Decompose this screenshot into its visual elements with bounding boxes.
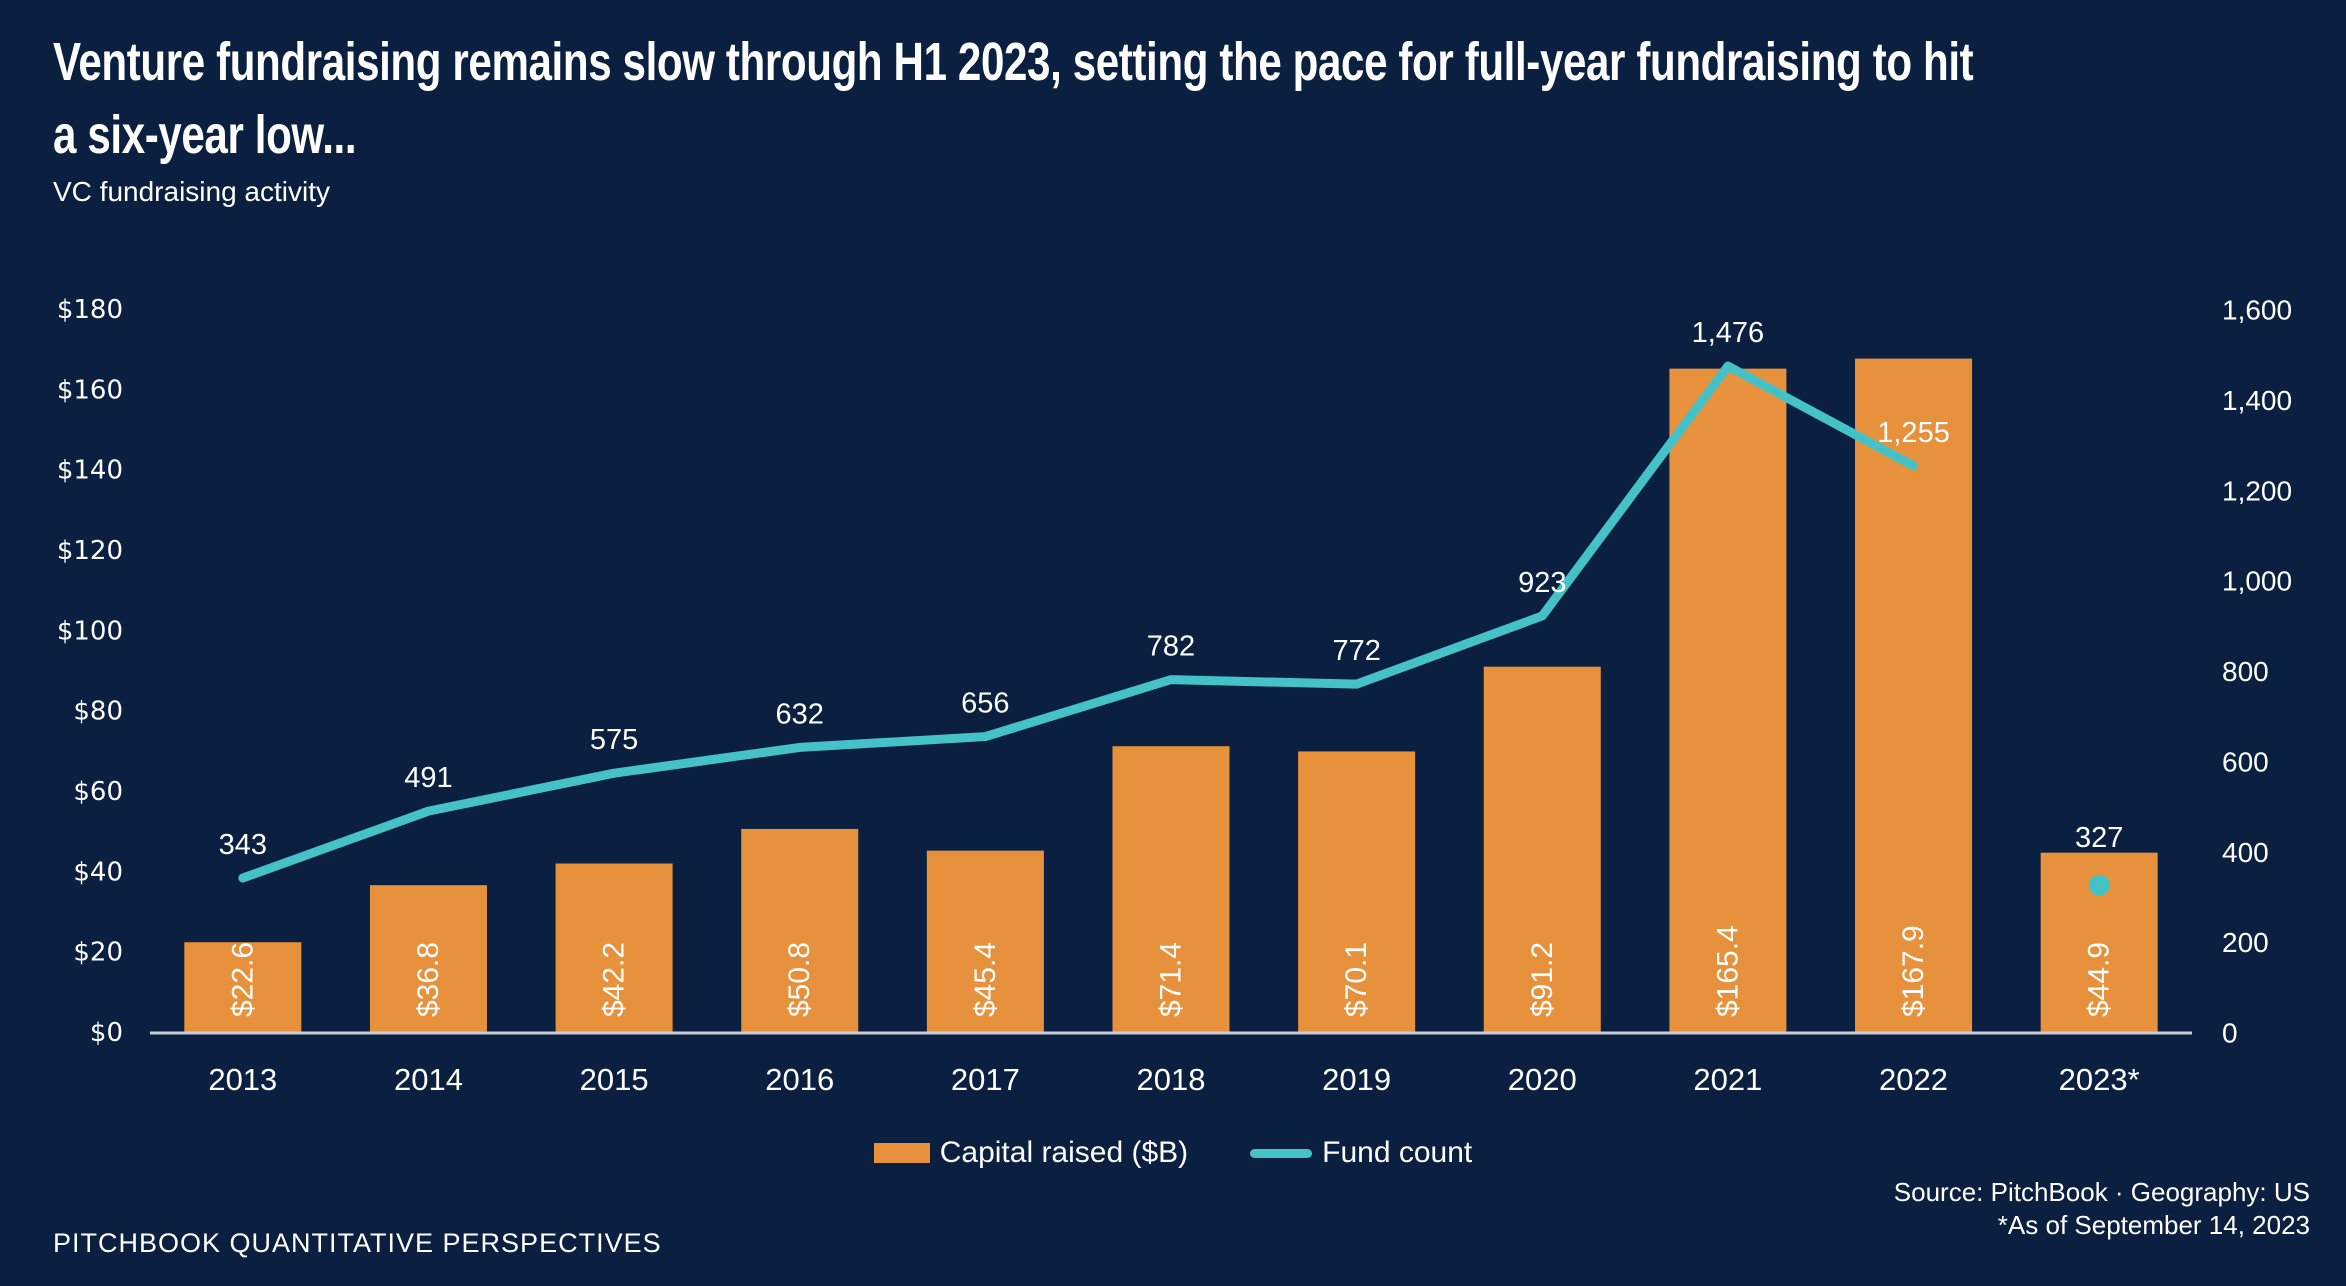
legend-item-capital-raised: Capital raised ($B) — [873, 1136, 1189, 1170]
right-axis-tick-label: 1,400 — [2222, 385, 2292, 416]
x-axis-label: 2017 — [951, 1062, 1020, 1097]
line-value-label: 343 — [219, 829, 267, 861]
x-axis-label: 2020 — [1508, 1062, 1577, 1097]
left-axis-tick-label: $40 — [73, 857, 123, 887]
title-line-1: Venture fundraising remains slow through… — [53, 32, 1974, 92]
legend-label-capital-raised: Capital raised ($B) — [939, 1136, 1189, 1169]
line-value-label: 491 — [404, 762, 452, 794]
right-axis-tick-label: 1,600 — [2222, 295, 2292, 326]
bar-value-label: $165.4 — [1711, 925, 1744, 1017]
x-axis-label: 2021 — [1693, 1062, 1762, 1097]
bar-value-label: $42.2 — [598, 942, 631, 1017]
left-axis-tick-label: $20 — [73, 938, 123, 968]
line-value-label: 1,476 — [1692, 317, 1765, 349]
left-axis-tick-label: $160 — [57, 375, 123, 405]
fund-count-point-2023 — [2088, 874, 2110, 896]
right-axis-tick-label: 800 — [2222, 656, 2269, 687]
bar-value-label: $70.1 — [1340, 942, 1373, 1017]
right-axis-tick-label: 600 — [2222, 746, 2269, 777]
bar-value-label: $36.8 — [412, 942, 445, 1017]
line-value-label: 1,255 — [1877, 417, 1950, 449]
left-axis-tick-label: $80 — [73, 697, 123, 727]
capital-raised-bar — [741, 828, 859, 1033]
left-axis-tick-label: $140 — [57, 456, 123, 486]
line-value-label: 575 — [590, 724, 638, 756]
legend-line-swatch — [1250, 1148, 1313, 1158]
x-axis-label: 2019 — [1322, 1062, 1391, 1097]
left-axis-tick-label: $180 — [57, 295, 123, 325]
x-axis-label: 2013 — [208, 1062, 277, 1097]
bar-value-label: $44.9 — [2083, 942, 2116, 1017]
capital-raised-bar — [1298, 751, 1416, 1033]
page-title: Venture fundraising remains slow through… — [53, 26, 1974, 172]
fund-count-line — [238, 361, 1919, 883]
capital-raised-bar — [926, 850, 1044, 1033]
left-axis-tick-label: $120 — [57, 536, 123, 566]
x-axis-label: 2016 — [765, 1062, 834, 1097]
source-line-2: *As of September 14, 2023 — [1997, 1210, 2310, 1240]
bar-value-label: $50.8 — [783, 942, 816, 1017]
capital-raised-bar — [1112, 746, 1230, 1033]
bar-value-label: $45.4 — [969, 942, 1002, 1017]
capital-raised-bar — [1483, 666, 1601, 1033]
x-axis-label: 2014 — [394, 1062, 463, 1097]
line-value-label: 923 — [1518, 567, 1566, 599]
right-axis-tick-label: 200 — [2222, 927, 2269, 958]
x-axis-label: 2015 — [580, 1062, 649, 1097]
capital-raised-bar — [369, 885, 487, 1033]
left-axis-tick-label: $60 — [73, 777, 123, 807]
x-axis-label: 2018 — [1137, 1062, 1206, 1097]
capital-raised-bar — [555, 863, 673, 1033]
legend: Capital raised ($B) Fund count — [0, 1136, 2346, 1170]
x-axis-label: 2023* — [2059, 1062, 2140, 1097]
capital-raised-bar — [1669, 368, 1787, 1034]
left-axis-tick-label: $100 — [57, 616, 123, 646]
x-axis-label: 2022 — [1879, 1062, 1948, 1097]
line-value-label: 632 — [776, 698, 824, 730]
bar-value-label: $71.4 — [1155, 942, 1188, 1017]
bar-value-label: $22.6 — [226, 942, 259, 1017]
right-axis-tick-label: 1,000 — [2222, 566, 2292, 597]
line-value-label: 772 — [1332, 635, 1380, 667]
line-value-label: 782 — [1147, 631, 1195, 663]
line-value-label: 656 — [961, 688, 1009, 720]
bar-value-label: $91.2 — [1526, 942, 1559, 1017]
title-line-2: a six-year low... — [53, 105, 357, 165]
capital-raised-bar — [1855, 358, 1973, 1033]
right-axis-tick-label: 0 — [2222, 1018, 2238, 1049]
right-axis-tick-label: 1,200 — [2222, 475, 2292, 506]
chart-subtitle: VC fundraising activity — [53, 176, 331, 207]
capital-raised-bar — [184, 942, 302, 1033]
legend-bar-swatch — [873, 1143, 930, 1163]
source-note: Source: PitchBook · Geography: US *As of… — [1894, 1176, 2310, 1242]
legend-label-fund-count: Fund count — [1322, 1136, 1473, 1169]
source-line-1: Source: PitchBook · Geography: US — [1893, 1177, 2310, 1207]
footer-brand: PITCHBOOK QUANTITATIVE PERSPECTIVES — [53, 1228, 662, 1258]
bar-value-label: $167.9 — [1897, 925, 1930, 1017]
right-axis-tick-label: 400 — [2222, 837, 2269, 868]
legend-item-fund-count: Fund count — [1250, 1136, 1472, 1170]
line-value-label: 327 — [2075, 822, 2123, 854]
left-axis-tick-label: $0 — [90, 1018, 123, 1048]
